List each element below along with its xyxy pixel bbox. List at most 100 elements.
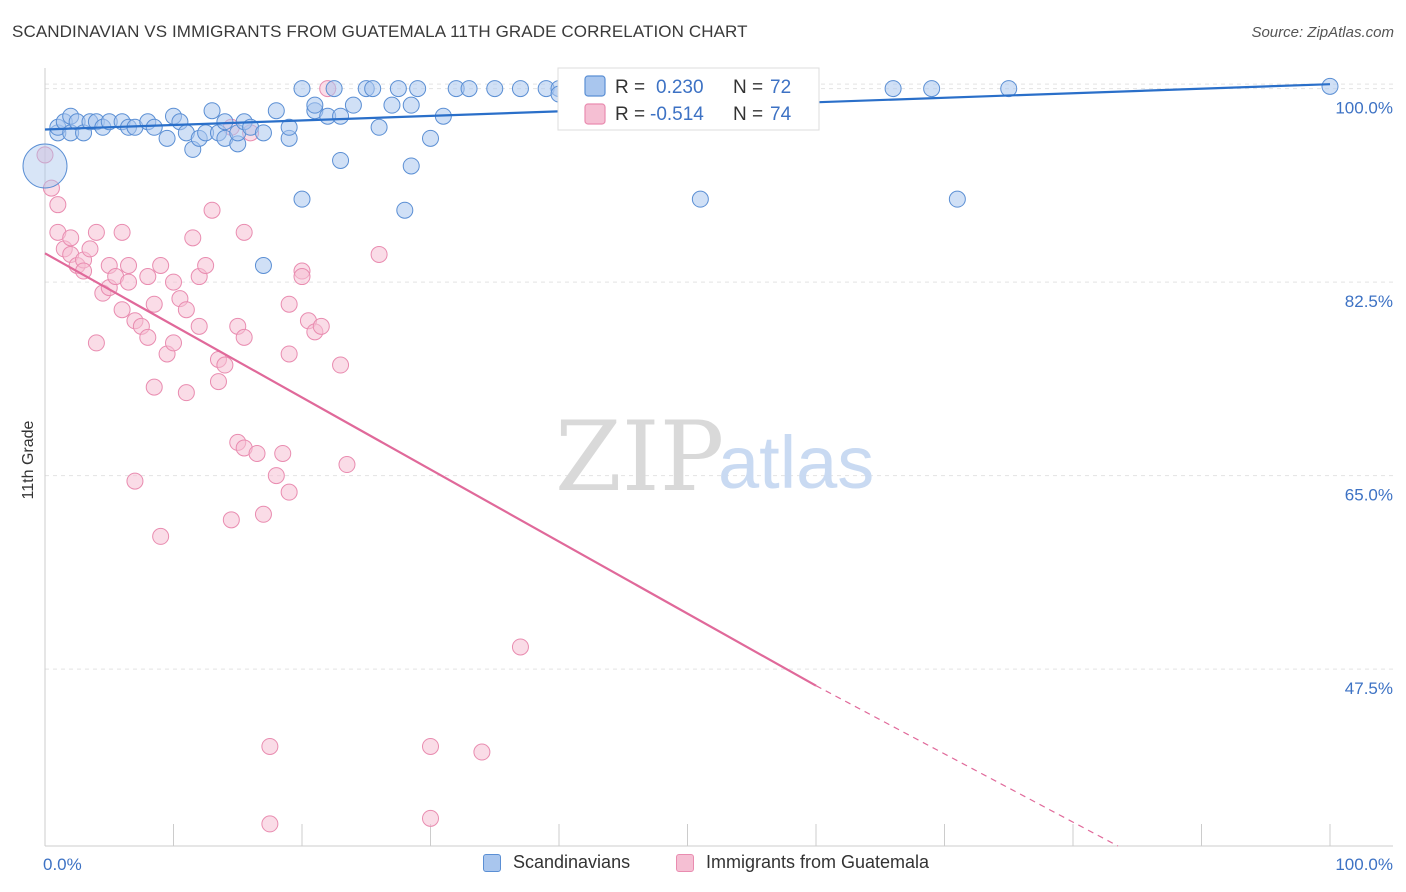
data-point-guatemala [254,505,272,523]
data-point-guatemala [235,328,253,346]
legend-swatch-guatemala [676,853,694,872]
data-point-scandinavians [370,118,388,136]
y-tick-label: 47.5% [1345,679,1393,698]
data-point-guatemala [145,378,163,396]
series-guatemala-points [36,80,529,833]
data-point-scandinavians [332,107,350,125]
data-point-scandinavians [145,118,163,136]
data-point-guatemala [203,201,221,219]
data-point-guatemala [145,295,163,313]
data-point-scandinavians [325,80,343,98]
series-scandinavians-points [22,77,1339,274]
data-point-scandinavians [396,201,414,219]
data-point-guatemala [274,444,292,462]
legend-r-value-blue: 0.230 [656,77,704,98]
data-point-scandinavians [948,190,966,208]
data-point-guatemala [49,196,67,214]
data-point-guatemala [126,472,144,490]
watermark-atlas: atlas [718,421,874,504]
data-point-guatemala [197,257,215,274]
data-point-guatemala [370,245,388,263]
legend-swatch-blue [584,75,606,97]
data-point-guatemala [139,328,157,346]
y-tick-label: 100.0% [1335,99,1393,118]
data-point-guatemala [261,815,279,833]
data-point-scandinavians [293,190,311,208]
data-point-guatemala [216,356,234,374]
data-point-scandinavians [332,151,350,169]
legend-label-scandinavians: Scandinavians [513,852,631,872]
legend-r-value-pink: -0.514 [650,104,704,125]
data-point-scandinavians [1321,77,1339,95]
data-point-scandinavians [280,118,298,136]
legend-r-label-pink: R = [615,104,645,125]
data-point-guatemala [280,345,298,363]
legend-n-label-blue: N = [733,77,763,98]
chart-title: SCANDINAVIAN VS IMMIGRANTS FROM GUATEMAL… [12,22,748,41]
legend-item-guatemala[interactable]: Immigrants from Guatemala [676,852,929,873]
data-point-guatemala [177,301,195,319]
data-point-guatemala [87,334,105,352]
watermark-zip: ZIP [555,401,724,513]
trend-line-guatemala [44,252,817,687]
data-point-scandinavians [460,80,478,98]
x-tick-label: 100.0% [1335,855,1393,874]
data-point-scandinavians [422,129,439,147]
data-point-guatemala [81,240,99,258]
data-point-guatemala [113,301,131,319]
data-point-scandinavians [344,96,362,114]
data-point-scandinavians [389,80,407,98]
y-tick-label: 65.0% [1345,486,1393,505]
data-point-guatemala [312,317,330,335]
x-tick-label: 0.0% [43,855,82,874]
data-point-guatemala [120,257,138,274]
data-point-guatemala [190,317,208,335]
legend-n-value-pink: 74 [770,104,792,125]
data-point-guatemala [235,223,253,241]
data-point-guatemala [62,229,80,247]
data-point-scandinavians [884,80,902,98]
data-point-scandinavians [22,143,68,189]
data-point-scandinavians [293,80,311,98]
legend-item-scandinavians[interactable]: Scandinavians [483,852,630,873]
legend-r-label-blue: R = [615,77,645,98]
data-point-scandinavians [267,102,285,120]
data-point-guatemala [177,384,195,402]
watermark: ZIP atlas [555,401,874,513]
data-point-scandinavians [1000,80,1018,98]
legend-swatch-pink [584,103,606,125]
y-tick-label: 82.5% [1345,292,1393,311]
data-point-guatemala [139,268,157,286]
legend-swatch-scandinavians [483,853,501,872]
data-point-guatemala [36,146,54,164]
bottom-legend: Scandinavians Immigrants from Guatemala [0,852,1406,878]
grid-lines [45,83,1393,670]
data-point-guatemala [248,444,266,462]
trend-line-guatemala-extrapolated [815,685,1119,847]
data-point-guatemala [293,268,311,286]
data-point-guatemala [267,467,285,485]
data-point-guatemala [511,638,529,656]
data-point-guatemala [280,295,298,313]
chart-source: Source: ZipAtlas.com [1251,24,1394,41]
data-point-scandinavians [254,124,272,142]
data-point-scandinavians [691,190,709,208]
data-point-scandinavians [254,257,272,274]
data-point-scandinavians [402,157,420,175]
data-point-scandinavians [364,80,382,98]
data-point-scandinavians [306,96,324,114]
data-point-guatemala [261,737,279,755]
data-point-guatemala [87,223,105,241]
data-point-scandinavians [158,129,176,147]
data-point-guatemala [113,223,131,241]
data-point-guatemala [120,273,138,291]
data-point-scandinavians [216,113,234,131]
data-point-guatemala [280,483,298,501]
y-axis-label: 11th Grade [20,420,37,499]
data-point-guatemala [332,356,350,374]
data-point-guatemala [152,527,170,545]
data-point-scandinavians [402,96,420,114]
data-point-scandinavians [203,102,221,120]
data-point-guatemala [165,273,182,291]
